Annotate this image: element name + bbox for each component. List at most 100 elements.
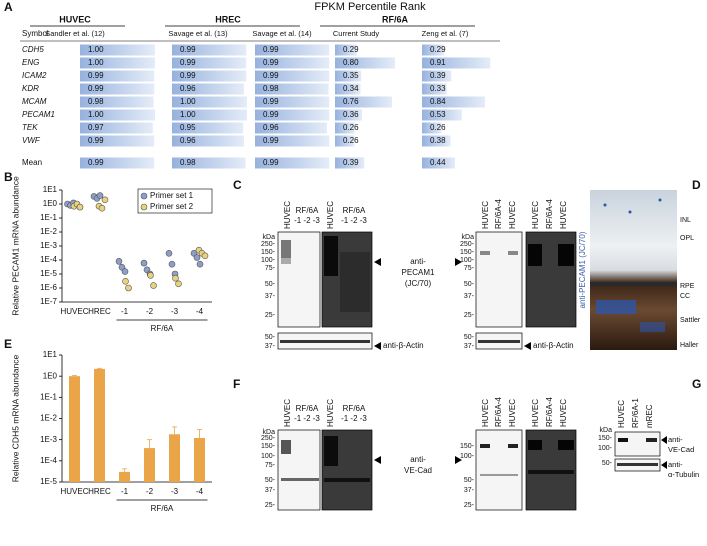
kda-label: kDa bbox=[263, 429, 276, 436]
value-bar bbox=[172, 70, 247, 82]
cell-value: 0.97 bbox=[88, 123, 104, 132]
column-header: Zeng et al. (7) bbox=[422, 29, 469, 38]
value-bar bbox=[335, 122, 355, 134]
value-bar bbox=[255, 83, 329, 95]
value-bar bbox=[172, 122, 244, 134]
cell-value: 0.99 bbox=[180, 71, 196, 80]
row-label: ENG bbox=[22, 58, 39, 67]
cell-value: 0.99 bbox=[88, 84, 104, 93]
data-point bbox=[140, 259, 148, 267]
cell-value: 0.99 bbox=[263, 97, 279, 106]
column-header: Savage et al. (14) bbox=[252, 29, 312, 38]
y-tick-label: 1E-5 bbox=[40, 269, 57, 278]
kda-label: 25- bbox=[265, 502, 276, 509]
kda-label: 50- bbox=[265, 477, 276, 484]
cell-value: 0.91 bbox=[430, 58, 446, 67]
value-bar bbox=[422, 122, 442, 134]
kda-label: 100- bbox=[598, 445, 613, 452]
x-tick-label: HUVEC bbox=[60, 307, 88, 316]
cell-value: 0.38 bbox=[430, 136, 446, 145]
x-tick-label: -4 bbox=[196, 307, 204, 316]
blot bbox=[475, 429, 523, 511]
kda-label: 75- bbox=[464, 265, 475, 272]
kda-label: 100- bbox=[261, 453, 276, 460]
x-tick-label: -2 bbox=[146, 307, 154, 316]
kda-label: 25- bbox=[464, 312, 475, 319]
kda-label: kDa bbox=[263, 234, 276, 241]
cell-value: 0.99 bbox=[88, 71, 104, 80]
band bbox=[480, 444, 490, 448]
y-axis-label: Relative PECAM1 mRNA abundance bbox=[10, 176, 20, 316]
data-point bbox=[168, 260, 176, 268]
value-bar bbox=[172, 96, 247, 108]
layer-label: RPE bbox=[680, 283, 695, 290]
kda-label: 37- bbox=[464, 293, 475, 300]
target-label: PECAM1 bbox=[402, 268, 435, 277]
lane-label: HUVEC bbox=[283, 399, 292, 427]
x-tick-label: -2 bbox=[146, 487, 154, 496]
lane-label: mREC bbox=[645, 404, 654, 428]
target-label: anti- bbox=[410, 257, 426, 266]
data-point bbox=[165, 250, 173, 257]
cell-value: 0.99 bbox=[263, 110, 279, 119]
lane-label: RF/6A bbox=[343, 404, 366, 413]
value-bar bbox=[172, 157, 246, 169]
x-tick-label: -3 bbox=[171, 307, 179, 316]
cell-value: 0.99 bbox=[263, 58, 279, 67]
cell-value: 1.00 bbox=[88, 45, 104, 54]
value-bar bbox=[422, 109, 462, 121]
data-point bbox=[101, 196, 109, 204]
value-bar bbox=[335, 109, 362, 121]
blot bbox=[614, 431, 661, 457]
data-point bbox=[150, 282, 157, 289]
lane-label: HUVEC bbox=[326, 399, 335, 427]
blot bbox=[475, 231, 523, 328]
panel-label: B bbox=[4, 170, 13, 184]
cell-value: 0.98 bbox=[88, 97, 104, 106]
panel-label: G bbox=[692, 377, 701, 391]
kda-label: 150- bbox=[460, 443, 475, 450]
loading-label: anti-β-Actin bbox=[533, 341, 574, 350]
cell-value: 0.39 bbox=[430, 71, 446, 80]
value-bar bbox=[80, 44, 155, 56]
band bbox=[558, 244, 574, 266]
retina-image bbox=[590, 190, 677, 350]
row-label: Mean bbox=[22, 158, 42, 167]
cell-value: 1.00 bbox=[180, 97, 196, 106]
cell-value: 0.33 bbox=[430, 84, 446, 93]
value-bar bbox=[255, 70, 330, 82]
bar bbox=[69, 376, 80, 482]
column-header: Savage et al. (13) bbox=[168, 29, 228, 38]
cell-value: 0.44 bbox=[430, 158, 446, 167]
lane-label: HUVEC bbox=[481, 399, 490, 427]
data-point bbox=[201, 252, 209, 260]
target-label: (JC/70) bbox=[405, 279, 432, 288]
lane-label: -1 -2 -3 bbox=[294, 216, 320, 225]
kda-label: 250- bbox=[261, 435, 276, 442]
cell-value: 0.99 bbox=[88, 136, 104, 145]
y-tick-label: 1E-4 bbox=[40, 456, 57, 465]
group-label: RF/6A bbox=[151, 324, 174, 333]
panel-label: E bbox=[4, 337, 12, 351]
row-label: TEK bbox=[22, 123, 38, 132]
y-tick-label: 1E-3 bbox=[40, 241, 57, 250]
bar bbox=[94, 368, 105, 482]
band bbox=[528, 470, 574, 474]
value-bar bbox=[335, 70, 362, 82]
data-point bbox=[175, 280, 182, 288]
cell-value: 0.99 bbox=[263, 45, 279, 54]
legend-label: Primer set 1 bbox=[150, 191, 194, 200]
y-tick-label: 1E-1 bbox=[40, 213, 57, 222]
lane-label: -1 -2 -3 bbox=[341, 216, 367, 225]
row-label: VWF bbox=[22, 136, 41, 145]
cell-value: 0.95 bbox=[180, 123, 196, 132]
kda-label: 50- bbox=[464, 477, 475, 484]
group-label: RF/6A bbox=[151, 504, 174, 513]
band bbox=[281, 478, 319, 481]
kda-label: 50- bbox=[464, 334, 475, 341]
band bbox=[324, 436, 338, 466]
kda-label: 150- bbox=[598, 435, 613, 442]
bar bbox=[119, 471, 130, 482]
kda-label: 25- bbox=[464, 502, 475, 509]
